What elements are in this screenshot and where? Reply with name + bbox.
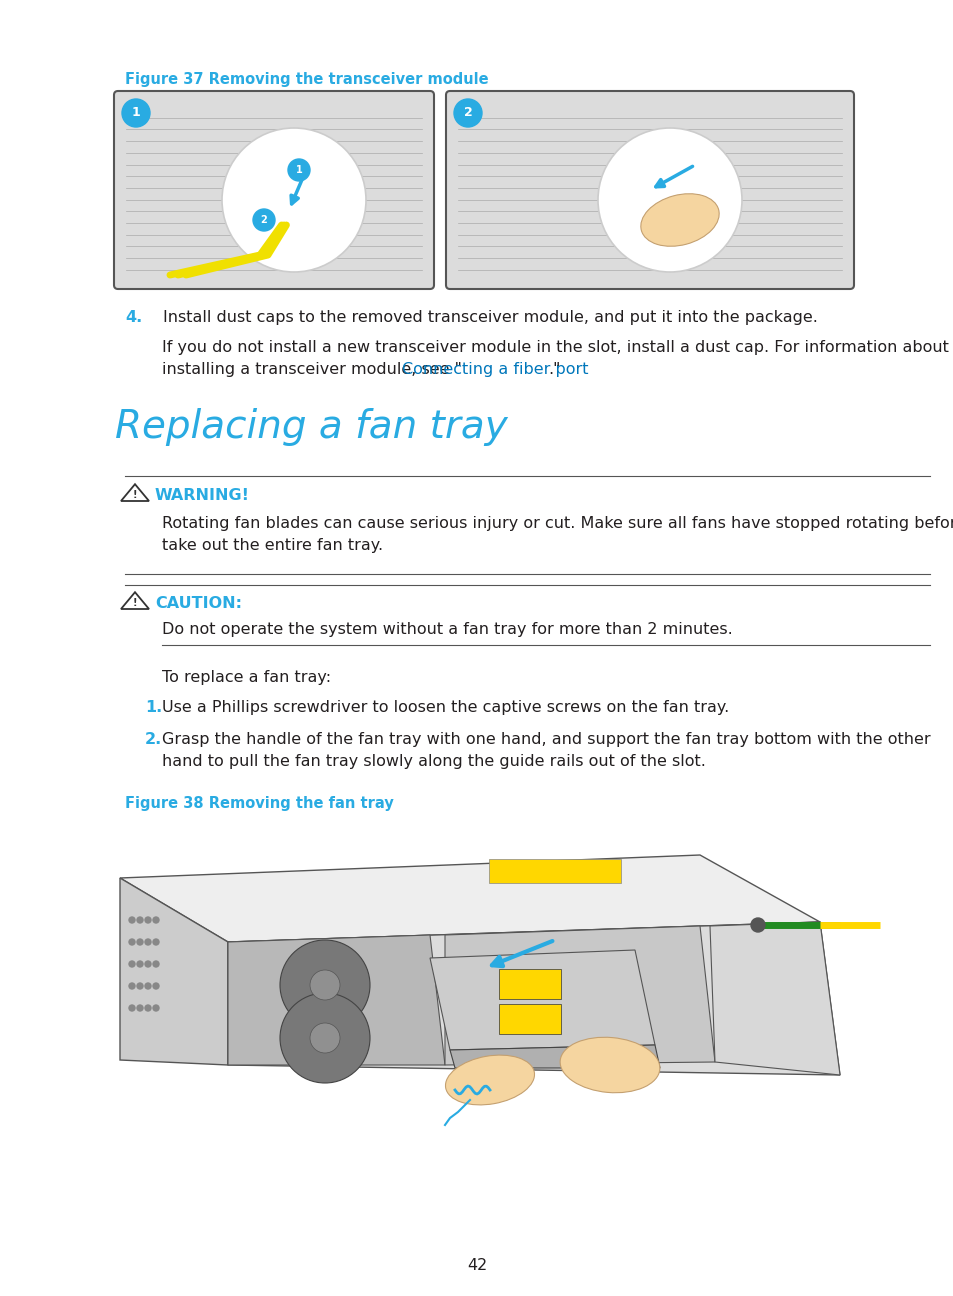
Text: Use a Phillips screwdriver to loosen the captive screws on the fan tray.: Use a Phillips screwdriver to loosen the… [162, 700, 728, 715]
Text: installing a transceiver module, see ": installing a transceiver module, see " [162, 362, 461, 377]
Text: 2.: 2. [145, 732, 162, 746]
Circle shape [122, 98, 150, 127]
Circle shape [137, 962, 143, 967]
Circle shape [152, 940, 159, 945]
FancyBboxPatch shape [113, 91, 434, 289]
Text: 1.: 1. [145, 700, 162, 715]
Ellipse shape [445, 1055, 534, 1105]
Text: !: ! [132, 490, 137, 500]
Text: !: ! [132, 599, 137, 608]
Text: .": ." [547, 362, 559, 377]
Circle shape [145, 1004, 151, 1011]
Circle shape [152, 918, 159, 923]
Circle shape [137, 940, 143, 945]
Circle shape [152, 1004, 159, 1011]
Circle shape [222, 128, 366, 272]
Circle shape [253, 209, 274, 231]
Text: Connecting a fiber port: Connecting a fiber port [402, 362, 588, 377]
Text: WARNING!: WARNING! [154, 489, 250, 503]
Circle shape [129, 962, 135, 967]
Circle shape [145, 962, 151, 967]
Circle shape [137, 918, 143, 923]
Circle shape [750, 918, 764, 932]
Circle shape [454, 98, 481, 127]
FancyBboxPatch shape [498, 1004, 560, 1034]
Text: Grasp the handle of the fan tray with one hand, and support the fan tray bottom : Grasp the handle of the fan tray with on… [162, 732, 929, 769]
Polygon shape [120, 877, 228, 1065]
Polygon shape [228, 934, 444, 1065]
Circle shape [280, 940, 370, 1030]
FancyBboxPatch shape [498, 969, 560, 999]
Ellipse shape [559, 1037, 659, 1093]
Circle shape [129, 982, 135, 989]
Text: 4.: 4. [125, 310, 142, 325]
FancyBboxPatch shape [489, 859, 620, 883]
Circle shape [145, 918, 151, 923]
Text: CAUTION:: CAUTION: [154, 596, 242, 610]
Circle shape [152, 982, 159, 989]
Circle shape [310, 1023, 339, 1052]
Circle shape [137, 1004, 143, 1011]
Text: Replacing a fan tray: Replacing a fan tray [115, 408, 507, 446]
Circle shape [137, 982, 143, 989]
Text: Figure 37 Removing the transceiver module: Figure 37 Removing the transceiver modul… [125, 73, 488, 87]
Text: 1: 1 [132, 106, 140, 119]
Circle shape [145, 940, 151, 945]
Polygon shape [444, 927, 714, 1065]
Circle shape [129, 1004, 135, 1011]
Circle shape [129, 918, 135, 923]
Text: 2: 2 [260, 215, 267, 226]
FancyBboxPatch shape [446, 91, 853, 289]
Circle shape [152, 962, 159, 967]
Text: 42: 42 [466, 1258, 487, 1273]
Text: Do not operate the system without a fan tray for more than 2 minutes.: Do not operate the system without a fan … [162, 622, 732, 638]
Circle shape [145, 982, 151, 989]
Text: 2: 2 [463, 106, 472, 119]
Text: To replace a fan tray:: To replace a fan tray: [162, 670, 331, 686]
Text: Figure 38 Removing the fan tray: Figure 38 Removing the fan tray [125, 796, 394, 811]
Text: Install dust caps to the removed transceiver module, and put it into the package: Install dust caps to the removed transce… [163, 310, 817, 325]
Circle shape [310, 969, 339, 1001]
Text: 1: 1 [295, 165, 302, 175]
Circle shape [288, 159, 310, 181]
Circle shape [129, 940, 135, 945]
Text: Rotating fan blades can cause serious injury or cut. Make sure all fans have sto: Rotating fan blades can cause serious in… [162, 516, 953, 552]
Text: If you do not install a new transceiver module in the slot, install a dust cap. : If you do not install a new transceiver … [162, 340, 948, 355]
Ellipse shape [640, 193, 719, 246]
Polygon shape [709, 921, 840, 1074]
Circle shape [598, 128, 741, 272]
Polygon shape [450, 1045, 659, 1068]
Polygon shape [430, 950, 655, 1050]
Polygon shape [228, 921, 840, 1074]
Circle shape [280, 993, 370, 1083]
Polygon shape [120, 855, 820, 942]
